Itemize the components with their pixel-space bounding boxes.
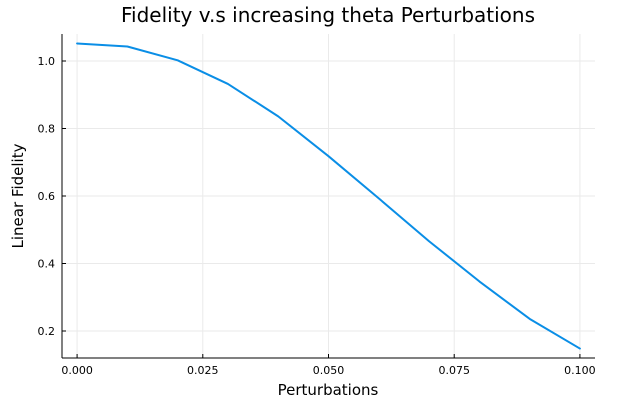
- x-axis-label: Perturbations: [278, 381, 379, 399]
- y-tick-label-3: 0.8: [38, 123, 56, 136]
- x-tick-label-2: 0.050: [313, 364, 345, 377]
- y-tick-label-1: 0.4: [38, 258, 56, 271]
- series-line-0: [76, 42, 581, 350]
- x-tick-label-1: 0.025: [187, 364, 219, 377]
- y-tick-label-4: 1.0: [38, 55, 56, 68]
- y-axis-ticks: 0.2 0.4 0.6 0.8 1.0: [38, 55, 66, 338]
- x-axis-ticks: 0.000 0.025 0.050 0.075 0.100: [61, 354, 596, 377]
- y-axis-label: Linear Fidelity: [9, 143, 27, 248]
- y-tick-label-0: 0.2: [38, 325, 56, 338]
- y-tick-label-2: 0.6: [38, 190, 56, 203]
- chart-title: Fidelity v.s increasing theta Perturbati…: [121, 3, 535, 27]
- grid-lines: [62, 34, 595, 358]
- x-tick-label-4: 0.100: [564, 364, 596, 377]
- x-tick-label-0: 0.000: [61, 364, 93, 377]
- series-group: [76, 42, 581, 350]
- x-tick-label-3: 0.075: [438, 364, 470, 377]
